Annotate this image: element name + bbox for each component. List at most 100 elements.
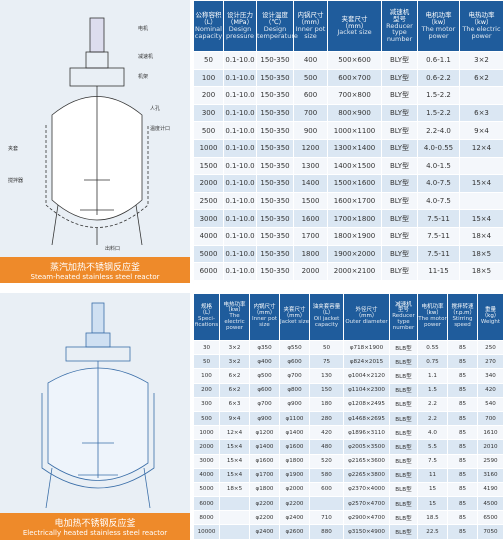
header-cn: （kw）: [225, 307, 244, 314]
table-cell: φ2370×4000: [343, 481, 390, 498]
header-cn: 设计压力: [227, 11, 253, 20]
header-en: Jacket size: [337, 28, 372, 37]
table-cell: 85: [447, 396, 478, 412]
table-cell: φ1896×3110: [343, 425, 390, 441]
table-cell: φ1900: [279, 467, 310, 483]
table-cell: φ718×1900: [343, 339, 390, 356]
table-row: 500 9×4 φ900 φ1100 280 φ1468×2695 BLB型 2.2 85 700: [193, 410, 503, 427]
table-row: 50 0.1-10.0 150-350 400 500×600 BLY型 0.6-1.1 3×…: [193, 51, 503, 70]
header-cn: （MPa）: [226, 18, 254, 27]
header-cn: 电热功率: [468, 11, 495, 20]
table-cell: 8000: [193, 510, 220, 526]
table-cell: BLB型: [389, 396, 418, 412]
table-cell: φ2400: [279, 510, 310, 526]
table-cell: 15: [417, 496, 448, 512]
table-cell: 600×700: [327, 68, 382, 88]
table-cell: 5000: [193, 244, 224, 264]
diagram-label: 机架: [138, 73, 148, 80]
table-cell: 15×4: [219, 467, 250, 483]
header-cn: （kw）: [423, 310, 442, 317]
table-row: 4000 15×4 φ1700 φ1900 580 φ2265×3800 BLB型 11 85 3…: [193, 467, 503, 483]
column-header: 夹套尺寸 （mm） Jacket size: [327, 0, 382, 52]
table-row: 8000 φ2200 φ2400 710 φ2900×4700 BLB型 18.5 85 650…: [193, 510, 503, 526]
header-en: Design pressure: [225, 25, 255, 40]
header-cn: （mm）: [283, 313, 306, 320]
table-cell: BLB型: [389, 467, 418, 483]
table-row: 6000 φ2200 φ2200 φ2570×4700 BLB型 15 85 4500: [193, 496, 503, 512]
header-en: The motor power: [421, 25, 456, 40]
table-cell: BLB型: [389, 481, 418, 498]
table-cell: BLB型: [389, 368, 418, 384]
table-cell: φ2265×3800: [343, 467, 390, 483]
table-cell: 2500: [193, 191, 224, 211]
table-cell: 1900×2000: [327, 244, 382, 264]
table-cell: 7050: [477, 524, 503, 540]
table-cell: 6×2: [219, 382, 250, 398]
table-cell: 0.1-10.0: [223, 51, 257, 70]
table-cell: 0.1-10.0: [223, 226, 257, 246]
table-cell: 150-350: [256, 156, 294, 176]
table-cell: BLY型: [381, 68, 418, 88]
table-cell: 50: [193, 354, 220, 370]
table-row: 1000 0.1-10.0 150-350 1200 1300×1400 BLY型 4.0-…: [193, 138, 503, 158]
table-row: 300 0.1-10.0 150-350 700 800×900 BLY型 1.5-2.2 6…: [193, 103, 503, 123]
table-cell: φ2200: [249, 496, 280, 512]
header-row: 规格 （L） Speci-fications 电热功率 （kw） The electric…: [193, 293, 503, 341]
table-cell: 0.6-2.2: [417, 68, 460, 88]
steam-panel: 电机 减速机 机架 人孔 温度计口 夹套 搅拌器 出料口: [0, 0, 190, 283]
column-header: 重量 （kg） Weight: [477, 293, 503, 341]
table-cell: 100: [193, 368, 220, 384]
table-cell: 18×5: [219, 481, 250, 498]
table-cell: 10000: [193, 524, 220, 540]
table-cell: 280: [309, 410, 344, 427]
header-cn: （mm）: [253, 310, 276, 317]
steam-spec-table: 公称容积 （L） Nominal capacity 设计压力 （MPa） Design p…: [193, 0, 503, 281]
table-cell: φ600: [249, 382, 280, 398]
table-cell: φ1600: [249, 453, 280, 469]
table-cell: 0.1-10.0: [223, 138, 257, 158]
diagram-label: 电机: [138, 25, 148, 32]
table-cell: 540: [477, 396, 503, 412]
table-row: 1500 0.1-10.0 150-350 1300 1400×1500 BLY型 4.0-…: [193, 156, 503, 176]
table-cell: BLB型: [389, 425, 418, 441]
table-cell: 2590: [477, 453, 503, 469]
table-cell: φ500: [249, 368, 280, 384]
header-en: Reducer type number: [386, 21, 413, 44]
table-cell: 1.5-2.2: [417, 103, 460, 123]
table-cell: 85: [447, 510, 478, 526]
table-cell: 6×2: [219, 368, 250, 384]
table-cell: 4.0-7.5: [417, 191, 460, 211]
table-cell: 0.1-10.0: [223, 209, 257, 228]
column-header: 电机功率 （kw） The motor power: [417, 0, 460, 52]
table-cell: 1800×1900: [327, 226, 382, 246]
table-cell: φ1004×2120: [343, 368, 390, 384]
column-header: 电机功率 （kw） The motor power: [417, 293, 448, 341]
table-cell: BLB型: [389, 524, 418, 540]
header-en: Outer diameter: [345, 318, 388, 325]
table-cell: φ2005×3500: [343, 439, 390, 455]
table-row: 100 0.1-10.0 150-350 500 600×700 BLY型 0.6-2.2 6…: [193, 68, 503, 88]
table-cell: 1.1: [417, 368, 448, 384]
table-row: 3000 0.1-10.0 150-350 1600 1700×1800 BLY型 7.5-…: [193, 209, 503, 228]
table-cell: 4.0-0.55: [417, 138, 460, 158]
table-cell: 500×600: [327, 51, 382, 70]
table-row: 300 6×3 φ700 φ900 180 φ1208×2495 BLB型 2.2 85 540: [193, 396, 503, 412]
header-cn: （kw）: [470, 18, 493, 27]
header-en: Oil jacket capacity: [313, 316, 340, 328]
table-cell: 150: [309, 382, 344, 398]
header-cn: 搅拌转速: [451, 304, 474, 311]
diagram-label: 温度计口: [150, 125, 170, 132]
table-cell: φ900: [279, 396, 310, 412]
header-en: Reducer type number: [392, 313, 415, 331]
table-cell: 500: [193, 121, 224, 140]
header-cn: 型号: [397, 307, 409, 314]
column-header: 外径尺寸 （mm） Outer diameter: [343, 293, 390, 341]
table-cell: 1700×1800: [327, 209, 382, 228]
table-cell: [219, 496, 250, 512]
table-cell: 3×2: [219, 354, 250, 370]
header-cn: 电热功率: [223, 301, 246, 308]
table-cell: 700: [293, 103, 328, 123]
table-cell: 85: [447, 368, 478, 384]
table-row: 200 6×2 φ600 φ800 150 φ1104×2300 BLB型 1.5 85 420: [193, 382, 503, 398]
table-cell: 2000: [193, 174, 224, 193]
